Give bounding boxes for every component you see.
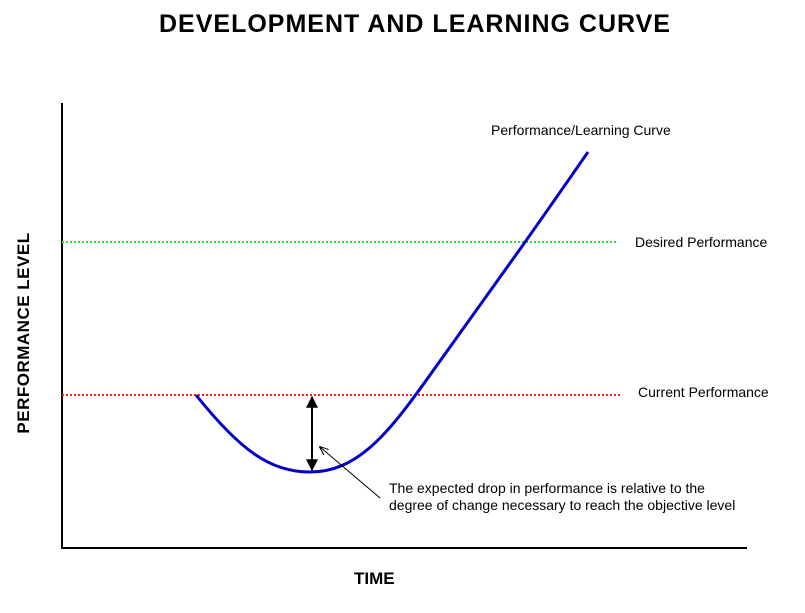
- y-axis-label: PERFORMANCE LEVEL: [14, 232, 33, 434]
- learning-curve: [194, 151, 590, 474]
- x-axis-label: TIME: [354, 569, 395, 588]
- annotation-pointer: [320, 447, 381, 499]
- desired-performance-label: Desired Performance: [635, 234, 768, 250]
- annotation-line-2: degree of change necessary to reach the …: [389, 497, 736, 513]
- current-performance-label: Current Performance: [638, 384, 769, 400]
- diagram-title: DEVELOPMENT AND LEARNING CURVE: [159, 10, 671, 38]
- curve-label: Performance/Learning Curve: [491, 122, 671, 138]
- annotation-line-1: The expected drop in performance is rela…: [389, 480, 705, 496]
